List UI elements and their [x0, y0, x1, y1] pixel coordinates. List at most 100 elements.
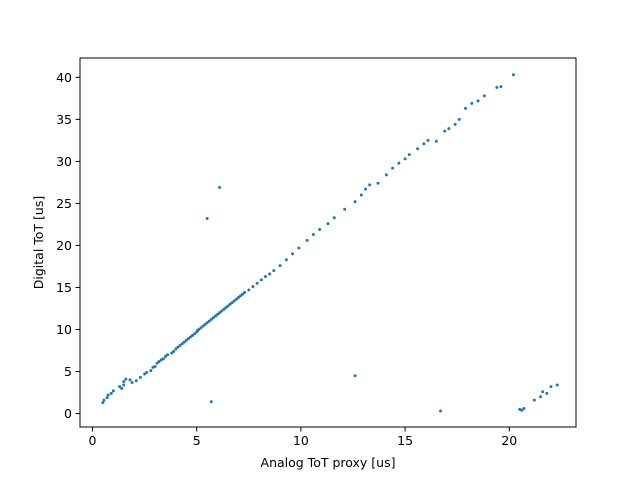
data-point	[226, 304, 230, 308]
data-point	[166, 353, 170, 357]
x-tick-label: 20	[501, 433, 517, 448]
data-point	[443, 129, 447, 133]
data-point	[191, 333, 195, 337]
data-point	[118, 385, 122, 389]
data-point	[134, 379, 138, 383]
data-point	[238, 294, 242, 298]
scatter-points	[101, 73, 559, 413]
data-point	[105, 396, 109, 400]
data-point	[447, 127, 451, 131]
data-point	[272, 269, 276, 273]
y-tick-label: 35	[56, 112, 72, 127]
data-point	[205, 217, 209, 221]
data-point	[122, 383, 126, 387]
data-point	[211, 316, 215, 320]
data-point	[193, 332, 197, 336]
data-point	[457, 117, 461, 121]
x-axis-label: Analog ToT proxy [us]	[261, 455, 396, 470]
data-point	[247, 288, 251, 292]
data-point	[145, 370, 149, 374]
data-point	[332, 216, 336, 220]
data-point	[545, 391, 549, 395]
data-point	[278, 264, 282, 268]
data-point	[213, 314, 217, 318]
data-point	[182, 340, 186, 344]
data-point	[482, 94, 486, 98]
data-point	[259, 278, 263, 282]
data-point	[222, 307, 226, 311]
x-tick-label: 0	[89, 433, 97, 448]
data-point	[163, 354, 167, 358]
data-point	[228, 302, 232, 306]
data-point	[138, 375, 142, 379]
data-point	[176, 345, 180, 349]
data-point	[353, 374, 357, 378]
data-point	[326, 222, 330, 226]
data-point	[199, 326, 203, 330]
data-point	[297, 246, 301, 250]
data-point	[209, 317, 213, 321]
y-tick-label: 20	[56, 238, 72, 253]
data-point	[495, 85, 499, 89]
data-point	[464, 106, 468, 110]
y-tick-label: 0	[64, 406, 72, 421]
data-point	[218, 311, 222, 315]
data-point	[174, 347, 178, 351]
data-point	[439, 409, 443, 413]
data-point	[120, 386, 124, 390]
data-point	[422, 142, 426, 146]
data-point	[234, 297, 238, 301]
data-point	[520, 408, 524, 412]
data-point	[155, 361, 159, 365]
data-point	[207, 319, 211, 323]
data-point	[549, 385, 553, 389]
data-point	[143, 372, 147, 376]
y-tick-label: 40	[56, 70, 72, 85]
data-point	[230, 301, 234, 305]
data-point	[184, 338, 188, 342]
data-point	[170, 351, 174, 355]
data-point	[122, 380, 126, 384]
data-point	[161, 357, 165, 361]
data-point	[453, 122, 457, 126]
data-point	[172, 349, 176, 353]
data-point	[130, 380, 134, 384]
data-point	[284, 258, 288, 262]
data-point	[522, 407, 526, 411]
data-point	[255, 281, 259, 285]
data-point	[153, 364, 157, 368]
data-point	[403, 157, 407, 161]
data-point	[124, 377, 128, 381]
data-point	[201, 324, 205, 328]
data-point	[220, 309, 224, 313]
y-tick-label: 5	[64, 364, 72, 379]
data-point	[407, 153, 411, 157]
data-point	[434, 139, 438, 143]
data-point	[101, 401, 105, 405]
x-tick-label: 15	[397, 433, 413, 448]
data-point	[511, 73, 515, 77]
data-point	[318, 227, 322, 231]
y-axis-ticks: 0 5 10 15 20 25 30 35 40	[56, 70, 80, 421]
data-point	[102, 398, 106, 402]
data-point	[251, 285, 255, 289]
y-tick-label: 30	[56, 154, 72, 169]
data-point	[157, 359, 161, 363]
data-point	[218, 185, 222, 189]
data-point	[188, 335, 192, 339]
data-point	[203, 322, 207, 326]
data-point	[111, 389, 115, 393]
data-point	[232, 299, 236, 303]
data-point	[128, 378, 132, 382]
y-tick-label: 25	[56, 196, 72, 211]
data-point	[539, 395, 543, 399]
data-point	[186, 337, 190, 341]
data-point	[109, 391, 113, 395]
plot-frame	[79, 57, 577, 428]
data-point	[305, 238, 309, 242]
data-point	[236, 296, 240, 300]
data-point	[426, 138, 430, 142]
data-point	[205, 321, 209, 325]
data-point	[209, 400, 213, 404]
